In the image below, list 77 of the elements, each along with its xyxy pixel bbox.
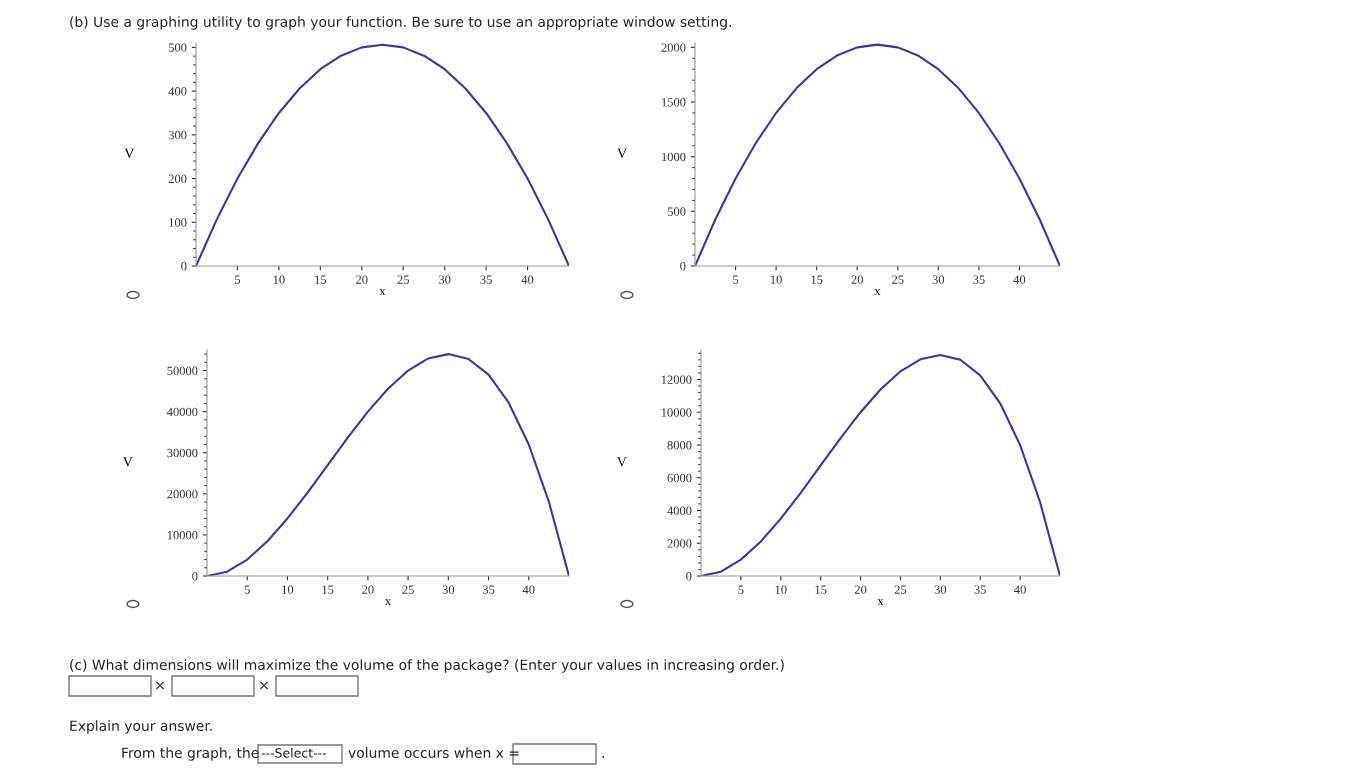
y-tick-label: 300 (168, 130, 187, 140)
y-tick-label: 0 (686, 572, 692, 581)
x-tick-label: 30 (442, 585, 455, 594)
x-tick-label: 40 (522, 585, 535, 594)
y-axis-title: V (617, 148, 627, 159)
x-axis-title: x (379, 289, 386, 296)
x-tick-label: 15 (322, 585, 334, 594)
x-tick-label: 40 (521, 275, 534, 284)
x-tick-label: 25 (397, 275, 409, 284)
x-axis-title: x (384, 599, 391, 606)
x-tick-label: 25 (894, 585, 907, 594)
x-tick-label: 20 (854, 585, 867, 594)
text: (b) Use a graphing utility to graph your function. Be sure to use an appropriate window setting. (70, 16, 731, 30)
x-tick-label: 20 (356, 275, 368, 284)
line-series (695, 43, 1060, 266)
x-tick-label: 20 (851, 275, 863, 284)
y-tick-label: 2000 (667, 539, 692, 548)
y-tick-label: 0 (680, 262, 686, 271)
x-tick-label: 10 (775, 585, 787, 594)
x-tick-label: 40 (1014, 585, 1026, 594)
y-tick-label: 1000 (662, 152, 686, 162)
y-tick-label: 4000 (667, 506, 692, 515)
line-series (196, 43, 569, 266)
y-tick-label: 100 (169, 218, 187, 227)
y-axis-title: V (124, 148, 135, 159)
x-axis-title: x (877, 599, 884, 606)
x-tick-label: 25 (402, 585, 414, 594)
y-tick-label: 40000 (166, 407, 198, 417)
y-tick-label: 200 (168, 174, 187, 184)
text: volume occurs when x = (348, 747, 519, 759)
x-tick-label: 15 (315, 275, 327, 284)
y-tick-label: 500 (667, 207, 686, 216)
x-tick-label: 35 (482, 585, 495, 594)
y-tick-label: 10000 (661, 408, 692, 417)
x-tick-label: 35 (480, 275, 492, 284)
x-tick-label: 5 (738, 585, 744, 594)
y-tick-label: 500 (168, 43, 187, 52)
y-tick-label: 400 (168, 87, 187, 96)
x-tick-label: 5 (733, 275, 739, 284)
x-tick-label: 25 (892, 275, 904, 284)
x-tick-label: 35 (973, 275, 985, 284)
x-tick-label: 30 (932, 275, 945, 284)
y-tick-label: 12000 (661, 375, 692, 384)
line-series (701, 353, 1060, 576)
x-tick-label: 15 (815, 585, 827, 594)
x-tick-label: 35 (974, 585, 986, 594)
text: From the graph, the (122, 747, 259, 761)
line-series (207, 353, 569, 576)
y-axis-title: V (122, 457, 133, 467)
text: × (260, 681, 268, 690)
x-axis-title: x (874, 289, 881, 296)
y-tick-label: 10000 (167, 530, 198, 540)
text: Explain your answer. (70, 720, 212, 734)
y-tick-label: 20000 (167, 489, 198, 499)
y-tick-label: 8000 (667, 441, 692, 450)
text: . (602, 756, 604, 758)
x-tick-label: 15 (811, 275, 823, 284)
x-tick-label: 30 (934, 585, 947, 594)
y-tick-label: 1500 (662, 98, 686, 107)
text: (c) What dimensions will maximize the volume of the package? (Enter your values in increasing order.) (70, 659, 784, 673)
x-tick-label: 30 (439, 275, 451, 284)
x-tick-label: 10 (273, 275, 285, 284)
x-tick-label: 10 (770, 275, 782, 284)
y-tick-label: 0 (181, 262, 187, 271)
x-tick-label: 20 (362, 585, 374, 594)
x-tick-label: 40 (1013, 275, 1026, 284)
x-tick-label: 5 (244, 585, 250, 594)
y-tick-label: 50000 (167, 366, 198, 376)
x-tick-label: 10 (282, 585, 294, 594)
y-tick-label: 30000 (167, 448, 198, 458)
text: ---Select--- (261, 747, 327, 758)
text: × (156, 681, 164, 690)
y-tick-label: 0 (192, 572, 198, 581)
y-tick-label: 2000 (661, 43, 686, 52)
x-tick-label: 5 (235, 275, 241, 284)
y-tick-label: 6000 (667, 473, 692, 483)
y-axis-title: V (616, 457, 627, 467)
